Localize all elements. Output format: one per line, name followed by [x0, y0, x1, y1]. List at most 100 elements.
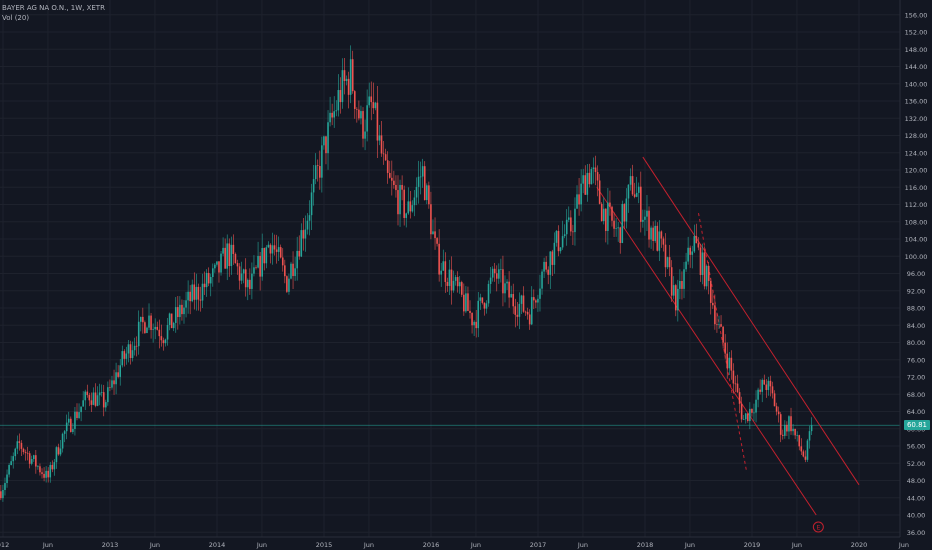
- candle-up: [133, 337, 136, 356]
- candle-body: [790, 416, 792, 432]
- candle-body: [537, 298, 539, 303]
- candle-down: [284, 259, 286, 284]
- candle-body: [195, 286, 198, 300]
- candle-body: [709, 280, 712, 303]
- candle-down: [343, 58, 346, 95]
- candle-body: [703, 252, 706, 287]
- candle-body: [613, 220, 615, 229]
- time-tick-label: 012: [0, 541, 9, 549]
- candle-up: [411, 200, 414, 213]
- candle-down: [662, 236, 665, 252]
- candle-up: [627, 184, 630, 213]
- candle-body: [567, 217, 570, 220]
- candle-up: [635, 176, 638, 198]
- candle-up: [549, 251, 552, 289]
- time-tick-label: 2020: [851, 541, 868, 549]
- price-tick-label: 156.00: [905, 11, 928, 19]
- candle-down: [428, 181, 430, 209]
- candle-up: [539, 274, 541, 312]
- candle-body: [572, 231, 574, 233]
- candle-body: [0, 491, 2, 499]
- candle-down: [502, 255, 504, 307]
- candle-down: [584, 165, 587, 195]
- candle-down: [228, 238, 231, 277]
- candle-body: [76, 411, 78, 418]
- candle-body: [63, 431, 66, 434]
- candle-body: [510, 294, 512, 298]
- candle-down: [380, 120, 383, 157]
- volume-indicator-label[interactable]: Vol (20): [2, 14, 30, 22]
- candle-body: [609, 202, 611, 207]
- candle-body: [716, 324, 718, 325]
- candle-body: [526, 311, 529, 315]
- candle-body: [148, 315, 150, 328]
- candle-down: [382, 140, 385, 165]
- candle-down: [572, 224, 574, 246]
- candle-body: [49, 464, 52, 478]
- candle-up: [506, 279, 508, 290]
- candle-up: [14, 447, 17, 461]
- candle-body: [397, 190, 399, 215]
- candle-down: [533, 289, 535, 309]
- candle-body: [409, 201, 412, 212]
- candle-down: [358, 100, 360, 121]
- candle-body: [327, 122, 329, 154]
- candle-down: [736, 374, 739, 394]
- candle-down: [401, 175, 403, 201]
- candle-body: [707, 265, 710, 281]
- candle-body: [347, 78, 350, 95]
- candle-body: [228, 243, 231, 267]
- candle-body: [718, 324, 720, 325]
- candle-down: [393, 170, 395, 189]
- candle-up: [294, 256, 296, 281]
- earnings-marker-icon: [812, 521, 824, 533]
- candle-down: [236, 259, 239, 275]
- candle-up: [37, 465, 39, 470]
- candle-up: [755, 390, 757, 423]
- candle-body: [578, 194, 580, 205]
- candle-down: [588, 163, 591, 188]
- candle-body: [670, 267, 673, 296]
- candle-up: [257, 241, 259, 269]
- candle-down: [129, 340, 132, 365]
- candle-body: [269, 244, 272, 254]
- candle-down: [279, 244, 282, 259]
- candle-up: [749, 402, 751, 430]
- candle-body: [518, 303, 521, 317]
- candle-down: [763, 374, 766, 385]
- candle-up: [621, 200, 624, 244]
- candle-body: [493, 268, 496, 274]
- candle-body: [395, 184, 397, 191]
- candle-body: [642, 219, 644, 222]
- candle-down: [524, 310, 527, 316]
- candle-up: [440, 262, 443, 287]
- candle-down: [707, 261, 710, 295]
- candle-body: [553, 242, 556, 265]
- candle-body: [695, 236, 698, 244]
- symbol-title[interactable]: BAYER AG NA O.N., 1W, XETR: [2, 4, 105, 12]
- candle-body: [370, 96, 373, 103]
- candle-down: [469, 300, 471, 319]
- candle-body: [592, 167, 595, 169]
- candle-body: [728, 357, 731, 369]
- candle-down: [800, 438, 803, 456]
- candle-body: [131, 350, 134, 359]
- price-tick-label: 84.00: [907, 322, 926, 330]
- candle-body: [804, 456, 807, 460]
- candle-down: [578, 177, 580, 216]
- time-tick-label: Jun: [684, 541, 695, 549]
- candle-body: [6, 474, 8, 484]
- candle-body: [109, 387, 111, 388]
- candle-down: [734, 375, 737, 393]
- candle-body: [755, 399, 757, 413]
- candle-down: [70, 416, 72, 433]
- candle-body: [135, 345, 138, 347]
- candle-body: [290, 263, 292, 279]
- candle-body: [520, 295, 523, 304]
- candle-body: [720, 324, 722, 327]
- candle-up: [154, 318, 156, 340]
- candle-body: [160, 336, 163, 341]
- candle-up: [407, 187, 410, 215]
